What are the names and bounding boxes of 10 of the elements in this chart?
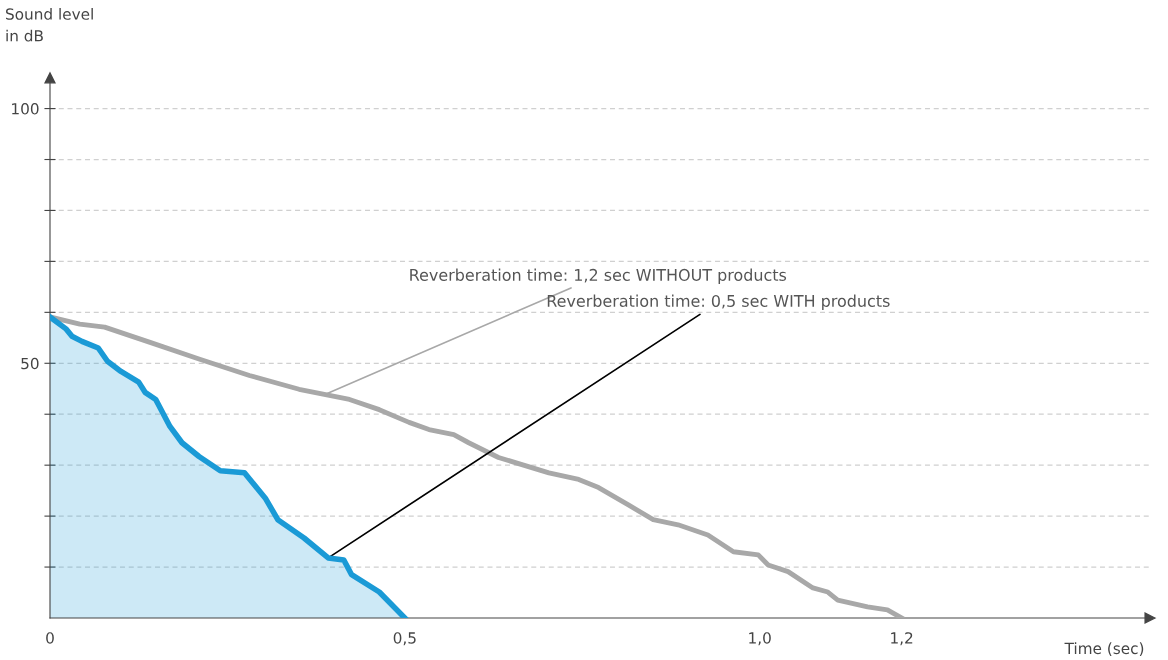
x-tick-label: 0,5 — [393, 632, 416, 646]
y-axis-title: Sound level in dB — [6, 8, 93, 42]
annotation: Reverberation time: 1,2 sec WITHOUT products — [410, 268, 787, 285]
y-tick-label: 50 — [21, 357, 39, 370]
x-axis-title: Time (sec) — [1064, 642, 1144, 656]
y-tick-label: 100 — [12, 103, 39, 115]
x-tick-label: 1,2 — [891, 632, 913, 646]
x-tick-label: 1,0 — [749, 632, 771, 646]
annotation: Reverberation time: 0,5 sec WITH products — [547, 294, 890, 311]
x-tick-label: 0 — [46, 632, 54, 644]
